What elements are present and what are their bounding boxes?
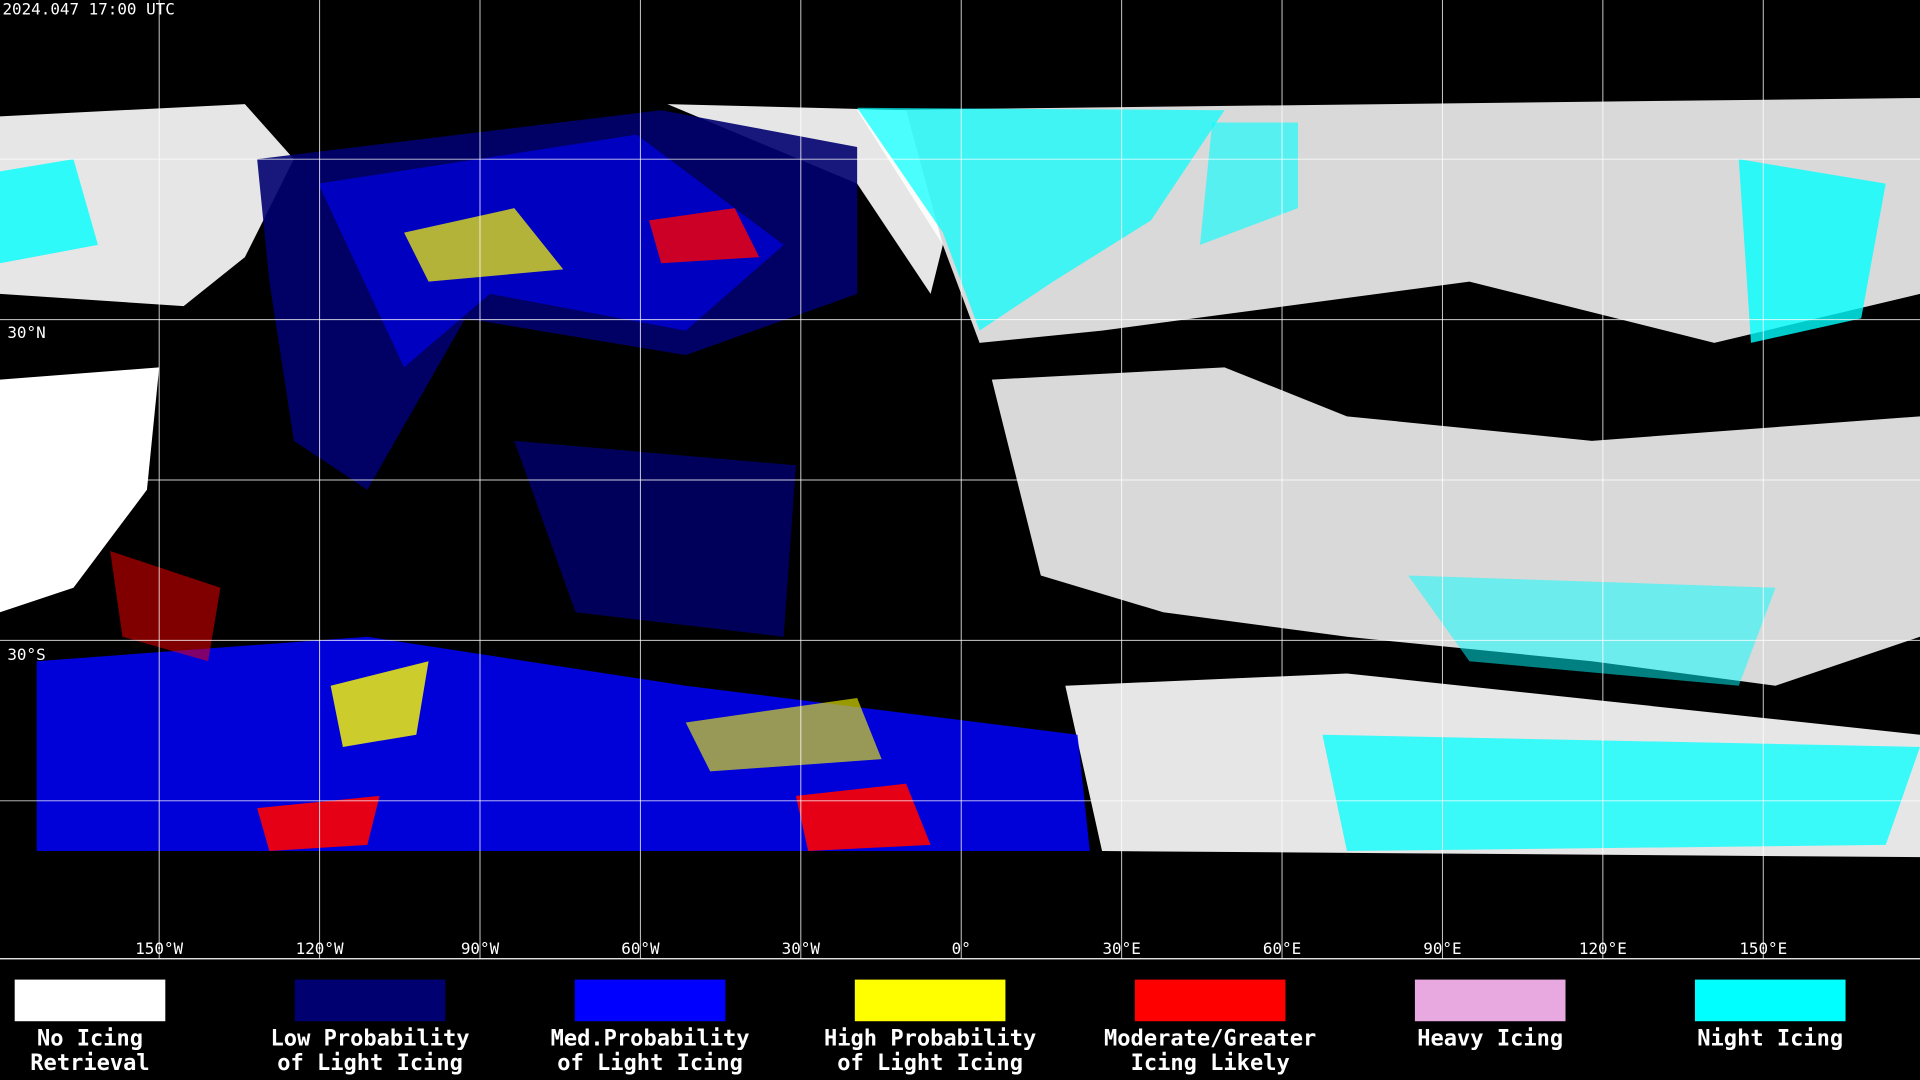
legend-swatch	[574, 979, 726, 1022]
legend-label: Moderate/Greater	[1104, 1027, 1316, 1052]
lon-label: 150°E	[1739, 939, 1787, 958]
legend-swatch	[294, 979, 446, 1022]
lon-label: 30°W	[782, 939, 821, 958]
lat-label: 30°N	[7, 323, 45, 342]
legend-swatch	[1414, 979, 1566, 1022]
legend-swatch	[1694, 979, 1846, 1022]
cloud-fields	[0, 97, 1920, 858]
lon-label: 120°E	[1579, 939, 1627, 958]
lon-label: 150°W	[135, 939, 183, 958]
legend-label: Retrieval	[30, 1051, 149, 1076]
legend-label: Night Icing	[1697, 1027, 1843, 1052]
lon-label: 90°W	[461, 939, 500, 958]
legend-label: of Light Icing	[277, 1051, 463, 1076]
legend-label: Heavy Icing	[1417, 1027, 1563, 1052]
lon-label: 30°E	[1102, 939, 1140, 958]
lon-label: 120°W	[296, 939, 344, 958]
lon-label: 90°E	[1423, 939, 1461, 958]
graticule	[0, 0, 1920, 959]
lat-label: 30°S	[7, 645, 45, 664]
timestamp: 2024.047 17:00 UTC	[2, 0, 174, 19]
legend-label: of Light Icing	[837, 1051, 1023, 1076]
legend-swatch	[1134, 979, 1286, 1022]
lon-label: 60°E	[1263, 939, 1301, 958]
legend-swatch	[854, 979, 1006, 1022]
legend-label: Icing Likely	[1131, 1051, 1290, 1076]
legend-swatch	[14, 979, 166, 1022]
lon-label: 60°W	[621, 939, 660, 958]
legend-label: High Probability	[824, 1027, 1036, 1052]
legend-label: of Light Icing	[557, 1051, 743, 1076]
legend-label: No Icing	[37, 1027, 143, 1052]
legend-label: Med.Probability	[551, 1027, 750, 1052]
lon-label: 0°	[952, 939, 971, 958]
legend-label: Low Probability	[271, 1027, 470, 1052]
